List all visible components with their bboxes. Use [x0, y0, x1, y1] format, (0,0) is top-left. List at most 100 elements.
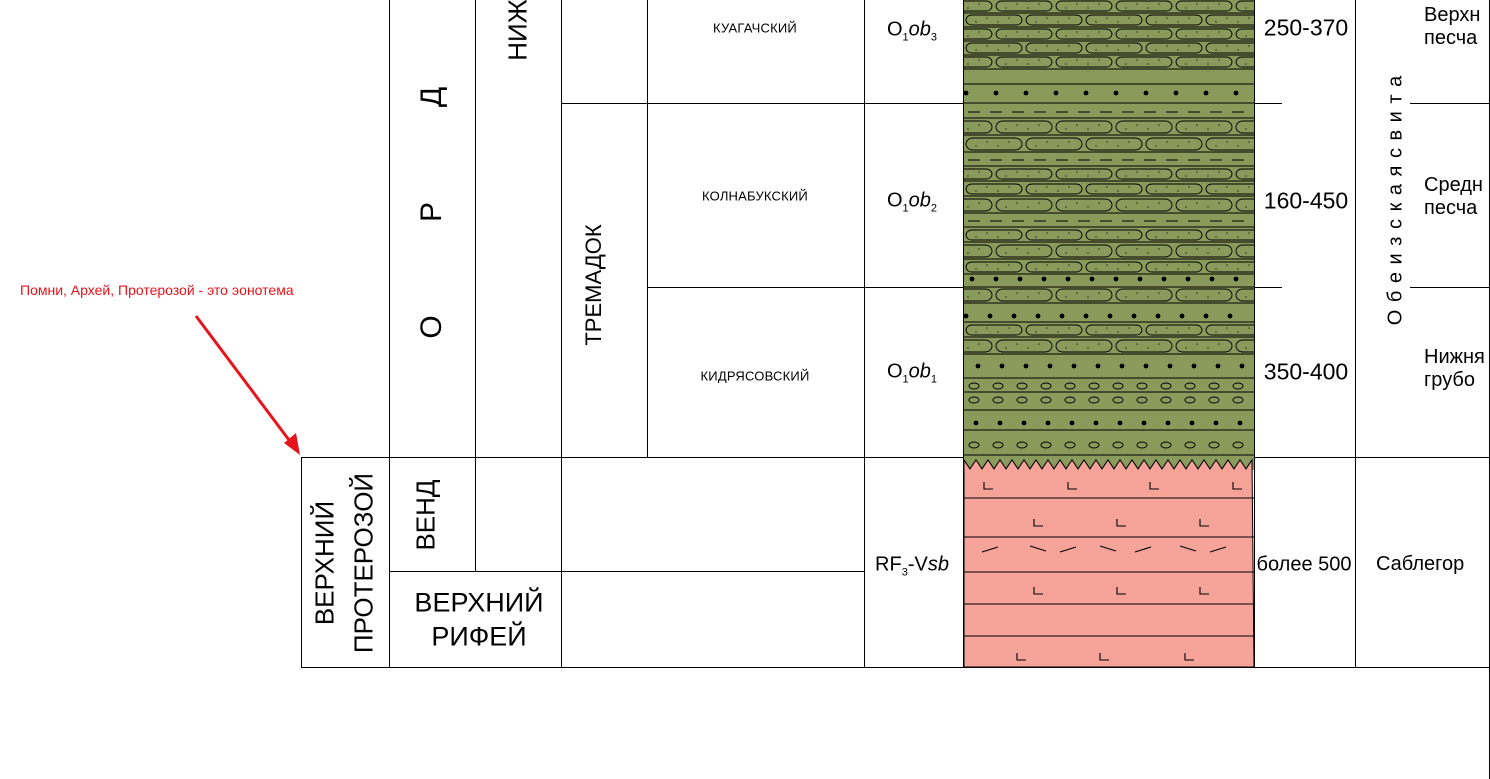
grain-dot: [1035, 190, 1037, 192]
sandstone-lens: [1055, 244, 1113, 258]
grain-dot: [1256, 292, 1257, 293]
grain-dot: [1155, 331, 1157, 333]
grain-dot: [1185, 347, 1187, 349]
grain-dot: [967, 175, 969, 177]
grain-dot: [1106, 17, 1108, 19]
pebble-dot: [1071, 363, 1077, 369]
grain-dot: [1256, 343, 1257, 344]
grain-dot: [1057, 49, 1059, 51]
gravel-oval: [1208, 396, 1220, 404]
grain-dot: [1196, 124, 1198, 126]
sandstone-lens: [1145, 14, 1203, 26]
grain-dot: [1237, 331, 1239, 333]
grain-dot: [1188, 327, 1190, 329]
sandstone-lens: [1025, 14, 1083, 26]
grain-dot: [975, 145, 977, 147]
sandstone-lens: [1175, 120, 1233, 134]
grain-dot: [1155, 49, 1157, 51]
grain-dot: [945, 175, 946, 176]
sandstone-lens: [1115, 168, 1173, 180]
grain-dot: [1005, 252, 1007, 254]
sandstone-lens: [964, 0, 993, 12]
grain-dot: [1185, 7, 1187, 9]
grain-dot: [1057, 21, 1059, 23]
sandstone-lens: [1175, 244, 1233, 258]
grain-dot: [967, 252, 969, 254]
lava-symbol: [1199, 519, 1209, 527]
grain-dot: [1128, 232, 1130, 234]
pebble-dot: [1237, 420, 1243, 426]
grain-dot: [978, 59, 980, 61]
grain-dot: [1147, 128, 1149, 130]
grain-dot: [1256, 59, 1257, 60]
grain-dot: [1136, 202, 1138, 204]
sandstone-lens: [1205, 261, 1254, 273]
grain-dot: [1027, 128, 1029, 130]
sandstone-lens: [1115, 28, 1173, 40]
grain-dot: [1196, 343, 1198, 345]
system-letter: О: [415, 315, 448, 339]
grain-dot: [1076, 31, 1078, 33]
grain-dot: [1147, 35, 1149, 37]
grain-dot: [1158, 248, 1160, 250]
grain-dot: [1207, 128, 1209, 130]
grain-dot: [1117, 331, 1119, 333]
tuff-symbol: [1099, 545, 1117, 552]
pebble-dot: [1233, 90, 1239, 96]
tuff-symbol: [1179, 545, 1197, 552]
grain-dot: [1237, 190, 1239, 192]
grain-dot: [997, 190, 999, 192]
grain-dot: [1177, 190, 1179, 192]
pink-fill: [963, 458, 1255, 668]
sandstone-lens: [1205, 14, 1254, 26]
tuff-symbol: [1209, 546, 1227, 553]
sandstone-lens: [964, 288, 993, 302]
sandstone-lens: [995, 0, 1053, 12]
pebble-dot: [1093, 420, 1099, 426]
grain-dot: [945, 252, 946, 253]
grain-dot: [1215, 145, 1217, 147]
grain-dot: [967, 63, 969, 65]
grain-dot: [1278, 248, 1279, 249]
sandstone-lens: [1235, 56, 1254, 68]
grain-dot: [1038, 292, 1040, 294]
pink-patterns: [964, 482, 1254, 661]
grain-dot: [1188, 141, 1190, 143]
pebble-dot: [1165, 420, 1171, 426]
grain-dot: [1046, 232, 1048, 234]
pebble-dot: [1203, 90, 1209, 96]
grain-dot: [1166, 17, 1168, 19]
olive-fill: [964, 0, 1254, 470]
grain-dot: [1177, 268, 1179, 270]
grain-dot: [1065, 296, 1067, 298]
gravel-oval: [1112, 382, 1124, 390]
pebble-dot: [1189, 420, 1195, 426]
grain-dot: [1226, 45, 1228, 47]
grain-dot: [1278, 343, 1279, 344]
sandstone-lens: [995, 288, 1053, 302]
pebble-dot: [1143, 90, 1149, 96]
grain-dot: [978, 292, 980, 294]
grain-dot: [978, 3, 980, 5]
gravel-oval: [1064, 382, 1076, 390]
gravel-oval: [1184, 382, 1196, 390]
grain-dot: [1087, 296, 1089, 298]
grain-dot: [1128, 141, 1130, 143]
tuff-symbol: [1134, 546, 1152, 553]
sandstone-lens: [1205, 324, 1254, 336]
grain-dot: [1005, 206, 1007, 208]
grain-dot: [978, 248, 980, 250]
pebble-dot: [1131, 313, 1137, 319]
grain-dot: [1098, 124, 1100, 126]
grain-dot: [1207, 63, 1209, 65]
grain-dot: [1106, 186, 1108, 188]
grain-dot: [1185, 252, 1187, 254]
grain-dot: [1136, 31, 1138, 33]
grain-dot: [1177, 49, 1179, 51]
sandstone-lens: [1235, 198, 1254, 212]
grain-dot: [1098, 292, 1100, 294]
grain-dot: [1245, 175, 1247, 177]
grain-dot: [945, 35, 946, 36]
gravel-oval: [1040, 396, 1052, 404]
system-letter: Д: [415, 86, 448, 108]
